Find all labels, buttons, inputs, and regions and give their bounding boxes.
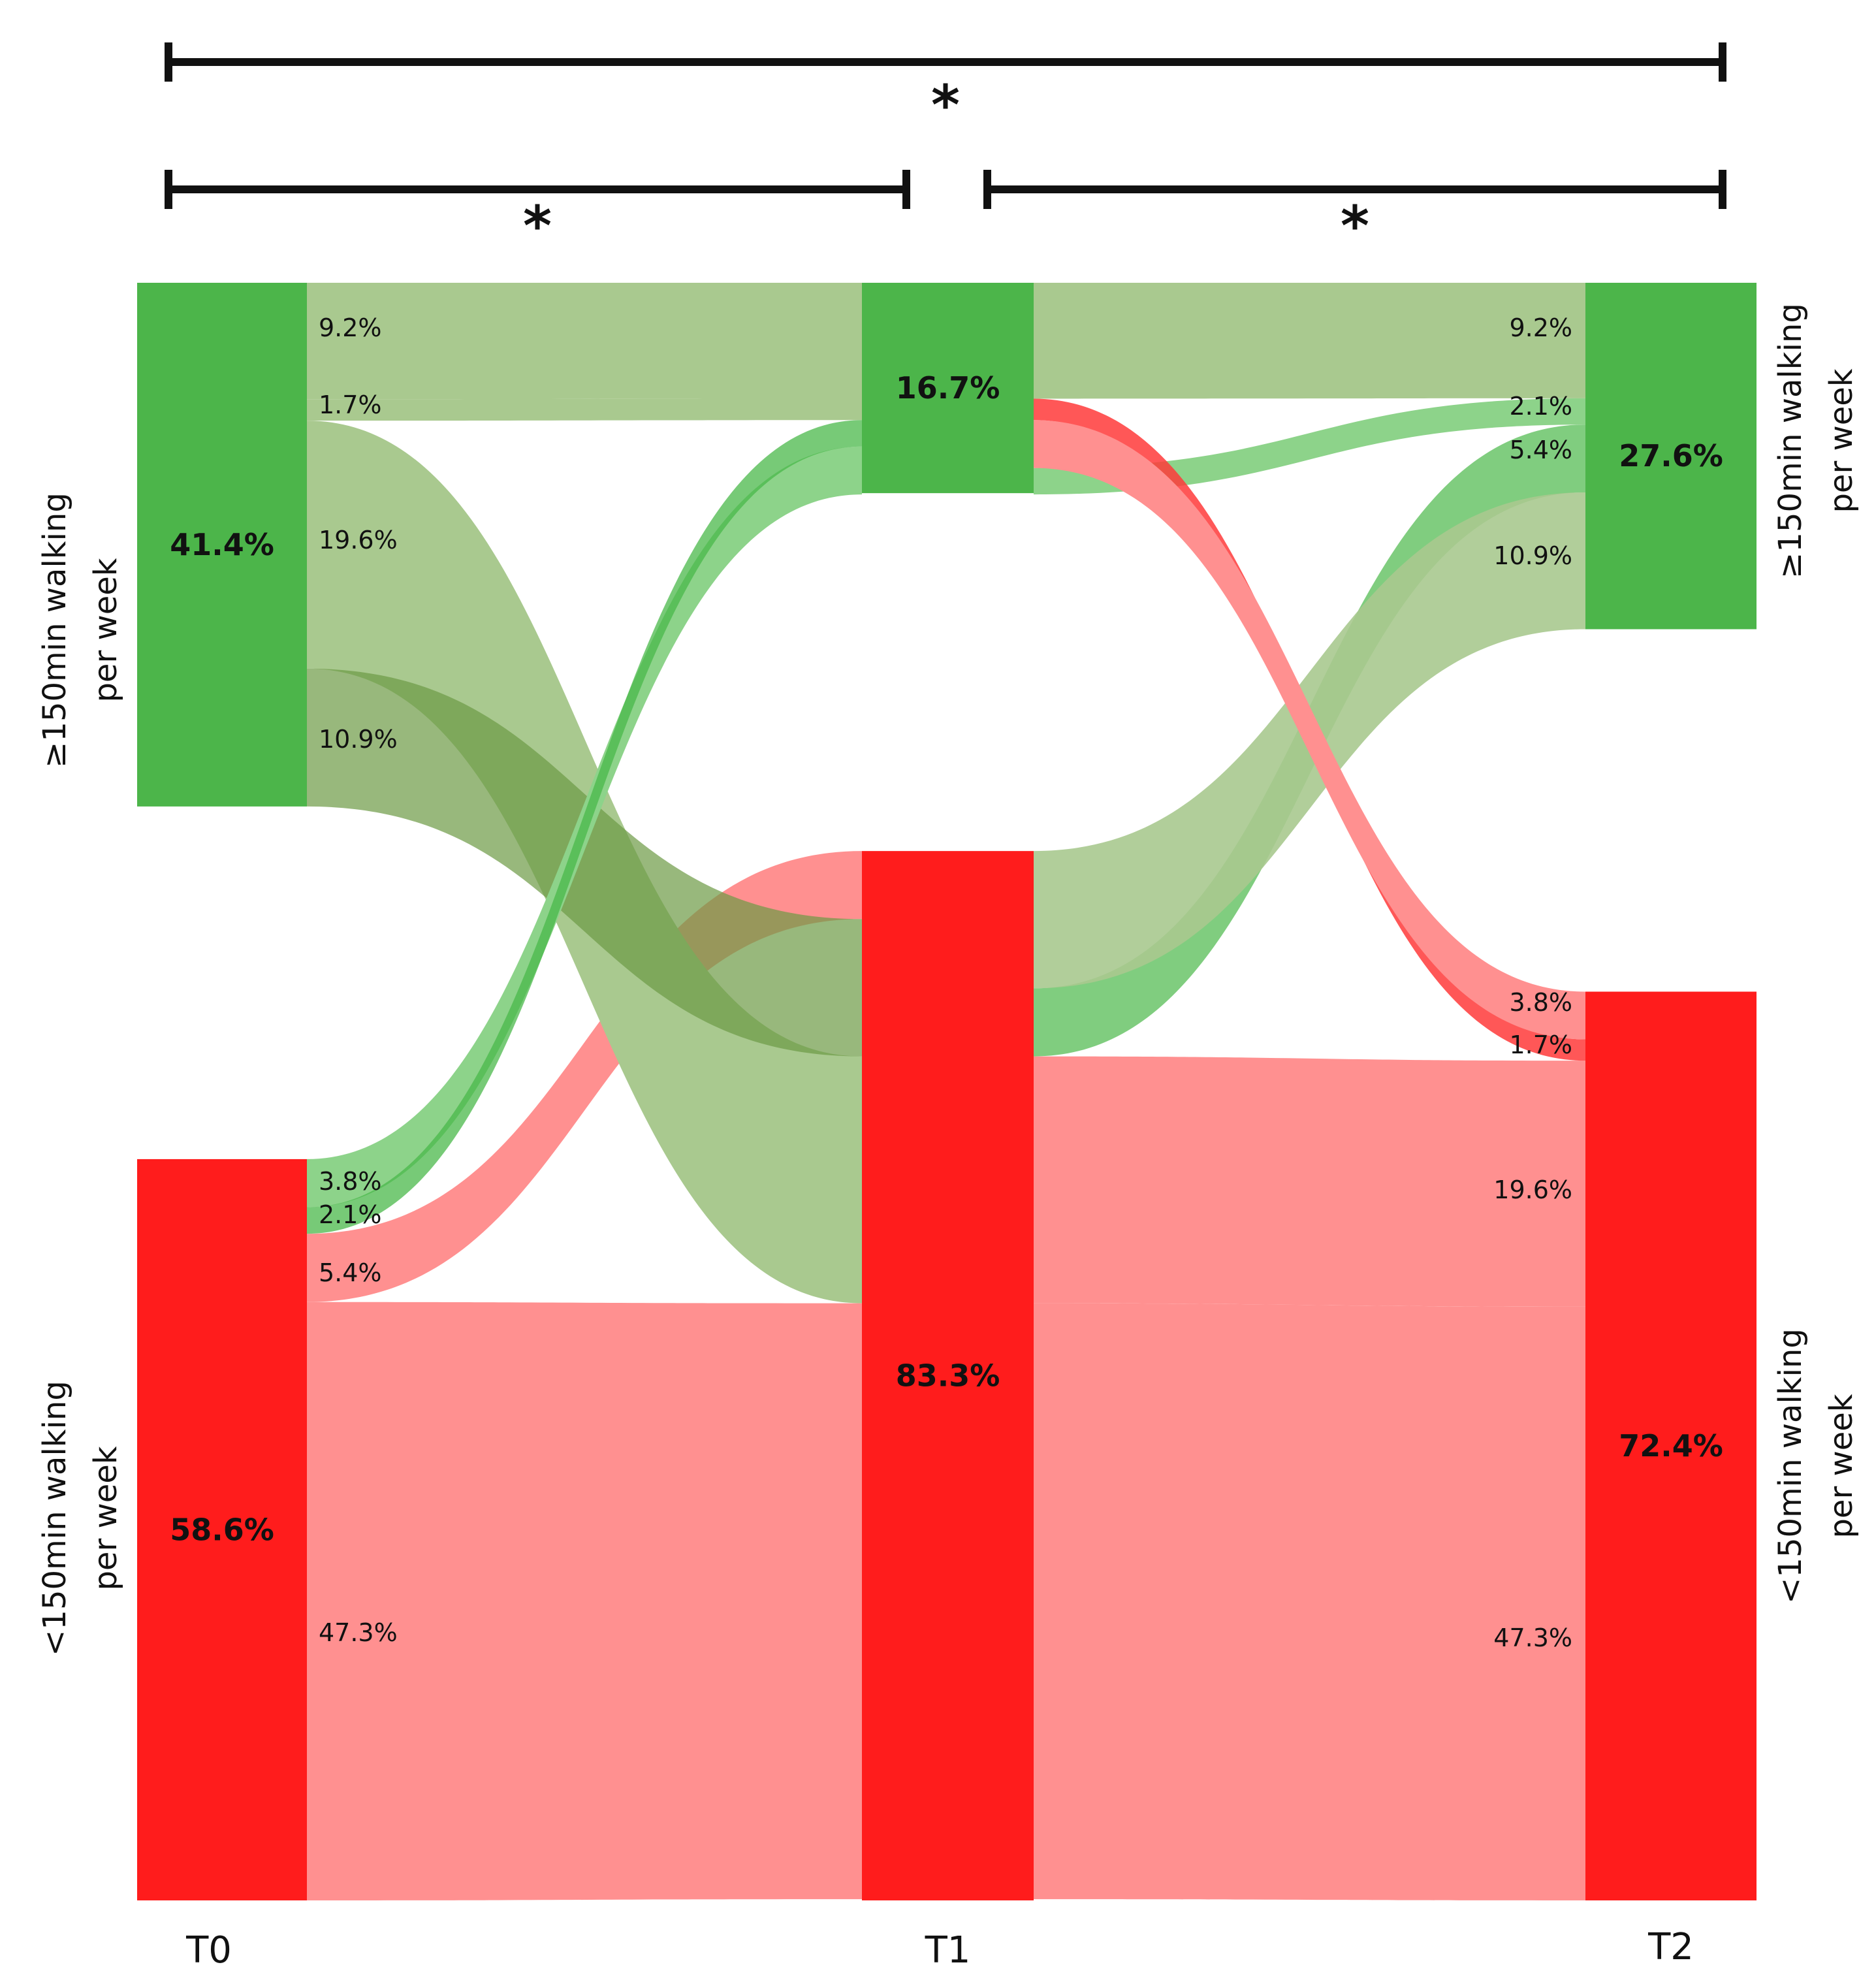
flow-label-t0-2: 19.6%: [319, 526, 398, 554]
node-T1_active: [862, 283, 1034, 494]
significance-brackets: * * *: [165, 42, 1726, 258]
flow-label-t0-7: 47.3%: [319, 1618, 398, 1647]
left-active-label: ≥150min walking per week: [37, 492, 124, 768]
flow-ribbons: [307, 283, 1585, 1900]
significance-star-2: *: [1341, 194, 1369, 258]
node-label-T0_active: 41.4%: [170, 527, 274, 562]
flow-label-t2-1: 1.7%: [1509, 1031, 1572, 1059]
right-inactive-label-line-1: per week: [1823, 1394, 1860, 1538]
significance-star-0: *: [931, 73, 960, 137]
right-active-label: ≥150min walking per week: [1772, 303, 1860, 579]
time-label-T0: T0: [185, 1929, 232, 1972]
significance-bracket-0: *: [165, 42, 1726, 137]
flow-label-t2-0: 9.2%: [1509, 313, 1572, 342]
node-label-T1_active: 16.7%: [896, 370, 1000, 406]
time-label-T2: T2: [1647, 1926, 1694, 1968]
flow-labels: 9.2% 1.7% 19.6% 10.9% 3.8% 2.1% 5.4% 47.3% 9.2% 2…: [319, 313, 1572, 1652]
state-nodes: 41.4% 58.6% 16.7% 83.3% 27.6% 72.4%: [137, 283, 1757, 1900]
node-T1_inactive: [862, 851, 1034, 1900]
node-T2_inactive: [1585, 991, 1757, 1900]
flow-label-t2-5: 3.8%: [1509, 988, 1572, 1017]
left-inactive-label-line-1: per week: [87, 1446, 124, 1590]
significance-bracket-1: *: [165, 170, 910, 258]
flow-t0-t1-4: [307, 420, 862, 1234]
flow-t1-t2-2: [1034, 1056, 1585, 1307]
flow-t1-t2-0: [1034, 283, 1585, 399]
flow-label-t2-4: 2.1%: [1509, 392, 1572, 421]
left-inactive-label-line-0: <150min walking: [37, 1381, 73, 1656]
significance-bracket-2: *: [983, 170, 1726, 258]
flow-t1-t2-5: [1034, 420, 1585, 1040]
node-T0_active: [137, 283, 307, 807]
node-label-T1_inactive: 83.3%: [896, 1358, 1000, 1394]
flow-t0-t1-6: [307, 851, 862, 1302]
flow-label-t2-3: 10.9%: [1493, 541, 1572, 570]
node-T2_active: [1585, 283, 1757, 630]
right-inactive-label-line-0: <150min walking: [1772, 1328, 1809, 1604]
flow-t1-t2-7: [1034, 1303, 1585, 1900]
left-active-label-line-0: ≥150min walking: [37, 492, 73, 768]
flow-label-t0-1: 1.7%: [319, 391, 382, 419]
flow-label-t2-2: 19.6%: [1493, 1176, 1572, 1204]
flow-label-t0-0: 9.2%: [319, 313, 382, 342]
significance-star-1: *: [523, 194, 552, 258]
left-active-label-line-1: per week: [87, 558, 124, 702]
node-label-T2_inactive: 72.4%: [1619, 1428, 1723, 1464]
right-active-label-line-0: ≥150min walking: [1772, 303, 1809, 579]
time-label-T1: T1: [925, 1929, 971, 1972]
right-active-label-line-1: per week: [1823, 368, 1860, 513]
flow-label-t2-7: 47.3%: [1493, 1624, 1572, 1652]
flow-t0-t1-7: [307, 1302, 862, 1900]
flow-label-t2-6: 5.4%: [1509, 436, 1572, 464]
right-inactive-label: <150min walking per week: [1772, 1328, 1860, 1604]
flow-t0-t1-1: [307, 398, 862, 421]
left-inactive-label: <150min walking per week: [37, 1381, 124, 1656]
flow-t0-t1-0: [307, 283, 862, 400]
node-label-T0_inactive: 58.6%: [170, 1512, 274, 1547]
flow-t0-t1-3: [307, 668, 862, 1057]
time-axis: T0 T1 T2≥150min walking per week<150min wal…: [37, 303, 1860, 1972]
node-label-T2_active: 27.6%: [1619, 438, 1723, 473]
flow-label-t0-4: 2.1%: [319, 1200, 382, 1229]
flow-label-t0-6: 5.4%: [319, 1258, 382, 1287]
flow-label-t0-5: 3.8%: [319, 1167, 382, 1196]
node-T0_inactive: [137, 1159, 307, 1900]
flow-label-t0-3: 10.9%: [319, 725, 398, 754]
